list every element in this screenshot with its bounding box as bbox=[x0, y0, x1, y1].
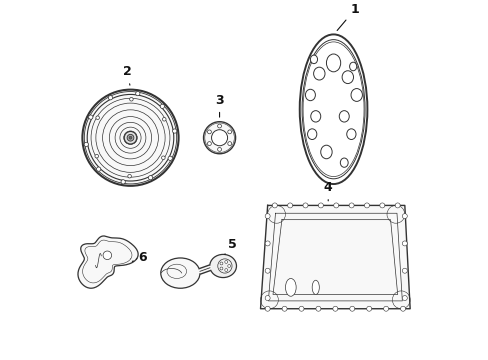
Circle shape bbox=[124, 131, 137, 144]
Circle shape bbox=[127, 174, 131, 178]
Circle shape bbox=[402, 268, 407, 273]
Circle shape bbox=[108, 96, 112, 100]
Text: 2: 2 bbox=[122, 65, 131, 85]
Circle shape bbox=[84, 142, 88, 147]
Circle shape bbox=[127, 134, 134, 141]
Ellipse shape bbox=[349, 62, 356, 71]
Ellipse shape bbox=[310, 111, 320, 122]
Text: 4: 4 bbox=[323, 181, 332, 201]
Circle shape bbox=[366, 306, 371, 311]
Circle shape bbox=[264, 213, 269, 219]
Circle shape bbox=[88, 115, 93, 119]
Ellipse shape bbox=[285, 278, 296, 296]
Circle shape bbox=[129, 136, 132, 139]
Circle shape bbox=[82, 90, 178, 186]
Circle shape bbox=[264, 296, 269, 301]
Circle shape bbox=[227, 265, 230, 267]
Ellipse shape bbox=[313, 67, 325, 80]
Circle shape bbox=[348, 203, 353, 208]
Circle shape bbox=[207, 130, 211, 134]
Circle shape bbox=[264, 241, 269, 246]
Circle shape bbox=[160, 104, 164, 108]
Circle shape bbox=[95, 154, 98, 158]
Circle shape bbox=[96, 167, 101, 171]
Ellipse shape bbox=[311, 280, 319, 294]
Circle shape bbox=[207, 141, 211, 145]
Circle shape bbox=[315, 306, 320, 311]
Circle shape bbox=[227, 130, 231, 134]
Circle shape bbox=[135, 91, 140, 96]
Circle shape bbox=[96, 116, 99, 120]
Ellipse shape bbox=[346, 129, 355, 140]
Circle shape bbox=[217, 148, 221, 151]
Ellipse shape bbox=[161, 258, 200, 288]
Circle shape bbox=[264, 268, 269, 273]
Text: 6: 6 bbox=[132, 251, 147, 264]
Text: 5: 5 bbox=[224, 238, 236, 254]
Circle shape bbox=[224, 269, 227, 271]
Text: 3: 3 bbox=[215, 94, 224, 117]
Circle shape bbox=[161, 156, 165, 159]
Circle shape bbox=[298, 306, 304, 311]
Ellipse shape bbox=[305, 89, 315, 101]
Polygon shape bbox=[260, 206, 409, 309]
Circle shape bbox=[332, 306, 337, 311]
Circle shape bbox=[318, 203, 323, 208]
Ellipse shape bbox=[340, 158, 347, 167]
Ellipse shape bbox=[350, 89, 362, 102]
Ellipse shape bbox=[310, 55, 317, 64]
Ellipse shape bbox=[307, 129, 316, 140]
Ellipse shape bbox=[339, 111, 348, 122]
Circle shape bbox=[264, 306, 269, 311]
Circle shape bbox=[272, 203, 277, 208]
Circle shape bbox=[162, 117, 166, 121]
Circle shape bbox=[349, 306, 354, 311]
Circle shape bbox=[282, 306, 286, 311]
Ellipse shape bbox=[326, 54, 340, 72]
Circle shape bbox=[383, 306, 388, 311]
Circle shape bbox=[287, 203, 292, 208]
Circle shape bbox=[402, 241, 407, 246]
Circle shape bbox=[364, 203, 369, 208]
Circle shape bbox=[220, 262, 223, 265]
Circle shape bbox=[103, 251, 111, 260]
Circle shape bbox=[333, 203, 338, 208]
Circle shape bbox=[402, 296, 407, 301]
Circle shape bbox=[203, 122, 235, 154]
Circle shape bbox=[220, 267, 223, 270]
Polygon shape bbox=[78, 236, 138, 288]
Circle shape bbox=[172, 129, 177, 133]
Circle shape bbox=[400, 306, 405, 311]
Circle shape bbox=[402, 213, 407, 219]
Circle shape bbox=[379, 203, 384, 208]
Circle shape bbox=[394, 203, 399, 208]
Circle shape bbox=[303, 203, 307, 208]
Circle shape bbox=[148, 176, 152, 180]
Circle shape bbox=[224, 261, 227, 264]
Ellipse shape bbox=[342, 71, 353, 84]
Ellipse shape bbox=[320, 145, 331, 159]
Circle shape bbox=[121, 180, 125, 184]
Circle shape bbox=[168, 156, 172, 161]
Circle shape bbox=[211, 130, 227, 146]
Circle shape bbox=[129, 98, 133, 101]
Circle shape bbox=[227, 141, 231, 145]
Ellipse shape bbox=[209, 255, 236, 278]
Text: 1: 1 bbox=[336, 3, 359, 31]
Circle shape bbox=[217, 124, 221, 128]
